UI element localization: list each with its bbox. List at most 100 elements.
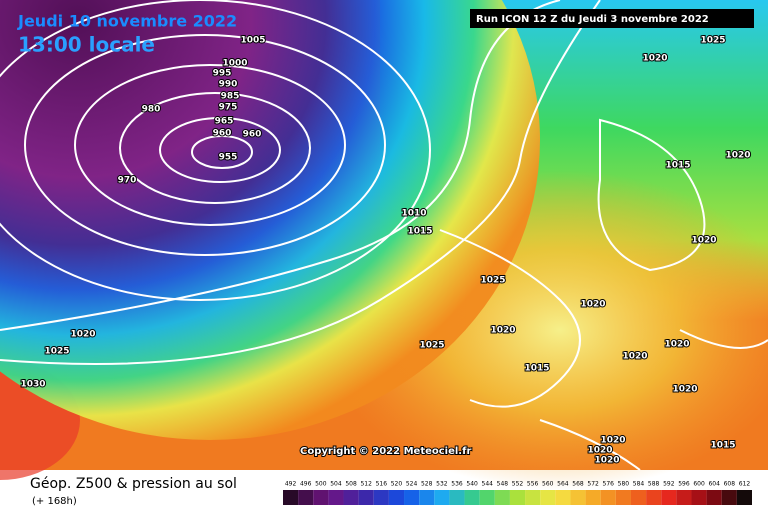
map-time: 13:00 locale: [18, 33, 155, 57]
legend-subtitle: (+ 168h): [32, 496, 77, 507]
scale-swatch: [434, 490, 450, 505]
scale-label: 524: [406, 481, 418, 488]
scale-label: 572: [587, 481, 599, 488]
scale-swatch: [313, 490, 329, 505]
scale-label: 536: [451, 481, 463, 488]
scale-label: 492: [285, 481, 297, 488]
scale-label: 556: [527, 481, 539, 488]
scale-swatch: [585, 490, 601, 505]
scale-swatch: [494, 490, 510, 505]
scale-label: 600: [693, 481, 705, 488]
isobar-label: 960: [213, 129, 232, 139]
isobar-label: 1020: [622, 352, 647, 362]
isobar-label: 965: [215, 117, 234, 127]
scale-label: 592: [663, 481, 675, 488]
scale-label: 564: [557, 481, 569, 488]
isobar-label: 1000: [222, 59, 247, 69]
scale-label: 552: [512, 481, 524, 488]
isobar-label: 1020: [664, 340, 689, 350]
isobar-label: 1005: [240, 36, 265, 46]
isobar-label: 1020: [70, 330, 95, 340]
isobar-label: 980: [142, 105, 161, 115]
scale-label: 596: [678, 481, 690, 488]
scale-swatch: [646, 490, 662, 505]
scale-swatch: [298, 490, 314, 505]
scale-label: 612: [739, 481, 751, 488]
scale-swatch: [630, 490, 647, 505]
isobar-label: 1020: [691, 236, 716, 246]
scale-label: 604: [708, 481, 720, 488]
run-box: [470, 9, 754, 28]
color-scale: 492 496 500 504 508 512 516 520 524 528 532 536 540 5…: [283, 481, 752, 505]
scale-swatch: [404, 490, 420, 505]
isobar-label: 1020: [594, 456, 619, 466]
scale-label: 508: [345, 481, 357, 488]
isobar-label: 975: [219, 103, 238, 113]
scale-swatch: [736, 490, 752, 505]
scale-label: 608: [724, 481, 736, 488]
scale-label: 588: [648, 481, 660, 488]
scale-swatch: [525, 490, 541, 505]
isobar-label: 1025: [700, 36, 725, 46]
scale-swatch: [540, 490, 556, 505]
isobar-label: 1010: [401, 209, 426, 219]
run-info: Run ICON 12 Z du Jeudi 3 novembre 2022: [476, 14, 709, 25]
isobar-label: 1015: [710, 441, 735, 451]
scale-swatch: [388, 490, 405, 505]
map-field: [0, 0, 768, 490]
scale-swatch: [464, 490, 480, 505]
scale-label: 516: [376, 481, 388, 488]
copyright: Copyright © 2022 Meteociel.fr: [300, 446, 471, 457]
isobar-label: 1020: [580, 300, 605, 310]
scale-label: 584: [633, 481, 645, 488]
scale-swatch: [373, 490, 389, 505]
scale-label: 568: [572, 481, 584, 488]
isobar-label: 1020: [672, 385, 697, 395]
scale-swatch: [419, 490, 435, 505]
isobar-label: 1025: [480, 276, 505, 286]
scale-swatch: [615, 490, 631, 505]
scale-swatch: [509, 490, 526, 505]
scale-label: 496: [300, 481, 312, 488]
scale-swatch: [555, 490, 571, 505]
scale-label: 504: [330, 481, 342, 488]
scale-swatch: [283, 490, 299, 505]
isobar-label: 1025: [44, 347, 69, 357]
isobar-label: 1020: [642, 54, 667, 64]
isobar-label: 985: [221, 92, 240, 102]
scale-label: 512: [360, 481, 372, 488]
isobar-label: 1030: [20, 380, 45, 390]
isobar-label: 1015: [524, 364, 549, 374]
scale-label: 560: [542, 481, 554, 488]
scale-label: 576: [603, 481, 615, 488]
scale-swatch: [676, 490, 692, 505]
isobar-label: 960: [243, 130, 262, 140]
scale-swatch: [691, 490, 707, 505]
scale-label: 528: [421, 481, 433, 488]
isobar-label: 1020: [587, 446, 612, 456]
isobars: [0, 0, 768, 408]
scale-swatch: [479, 490, 495, 505]
isobar-label: 995: [213, 69, 232, 79]
scale-swatch: [449, 490, 465, 505]
isobar-label: 1025: [419, 341, 444, 351]
scale-swatch: [343, 490, 359, 505]
isobar-label: 1020: [490, 326, 515, 336]
isobar-label: 1020: [600, 436, 625, 446]
scale-label: 580: [618, 481, 630, 488]
scale-label: 548: [497, 481, 509, 488]
scale-swatch: [570, 490, 586, 505]
scale-label: 520: [391, 481, 403, 488]
scale-label: 532: [436, 481, 448, 488]
scale-swatch: [328, 490, 344, 505]
map-date: Jeudi 10 novembre 2022: [17, 12, 237, 31]
isobar-label: 970: [118, 176, 137, 186]
isobar-label: 1020: [725, 151, 750, 161]
scale-label: 544: [482, 481, 494, 488]
isobar-label: 990: [219, 80, 238, 90]
scale-swatch: [721, 490, 737, 505]
isobar-label: 1015: [665, 161, 690, 171]
legend-title: Géop. Z500 & pression au sol: [30, 476, 237, 492]
